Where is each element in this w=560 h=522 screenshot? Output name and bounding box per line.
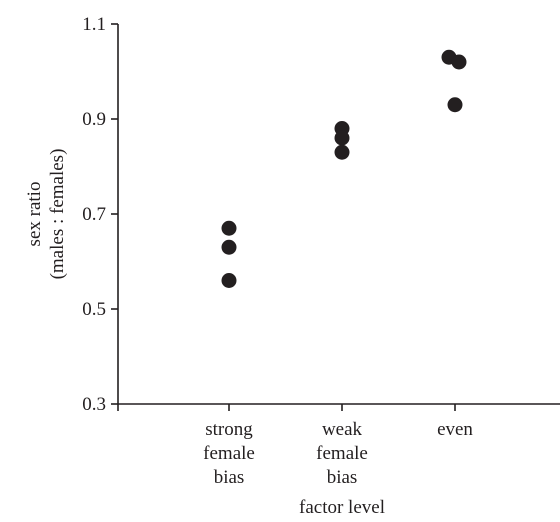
y-axis-label: sex ratio (males : females) bbox=[24, 149, 68, 280]
y-tick-label: 1.1 bbox=[82, 14, 106, 35]
data-point bbox=[447, 97, 463, 113]
y-tick-label: 0.5 bbox=[82, 299, 106, 320]
data-point bbox=[221, 220, 237, 236]
axes bbox=[111, 23, 560, 411]
x-tick-label: strong female bias bbox=[203, 419, 255, 488]
y-tick-label: 0.7 bbox=[82, 204, 106, 225]
data-point bbox=[221, 239, 237, 255]
y-tick-label: 0.9 bbox=[82, 109, 106, 130]
data-point bbox=[451, 54, 467, 70]
y-tick-label: 0.3 bbox=[82, 394, 106, 415]
x-tick-label: even bbox=[437, 419, 473, 440]
axis-labels: 0.3 0.5 0.7 0.9 1.1 strong female bias weak femal… bbox=[24, 14, 473, 518]
x-axis-label: factor level bbox=[299, 497, 385, 518]
data-point bbox=[334, 130, 350, 146]
data-point bbox=[334, 144, 350, 160]
data-point bbox=[221, 273, 237, 288]
data-points bbox=[221, 49, 467, 288]
x-tick-label: weak female bias bbox=[316, 419, 368, 488]
